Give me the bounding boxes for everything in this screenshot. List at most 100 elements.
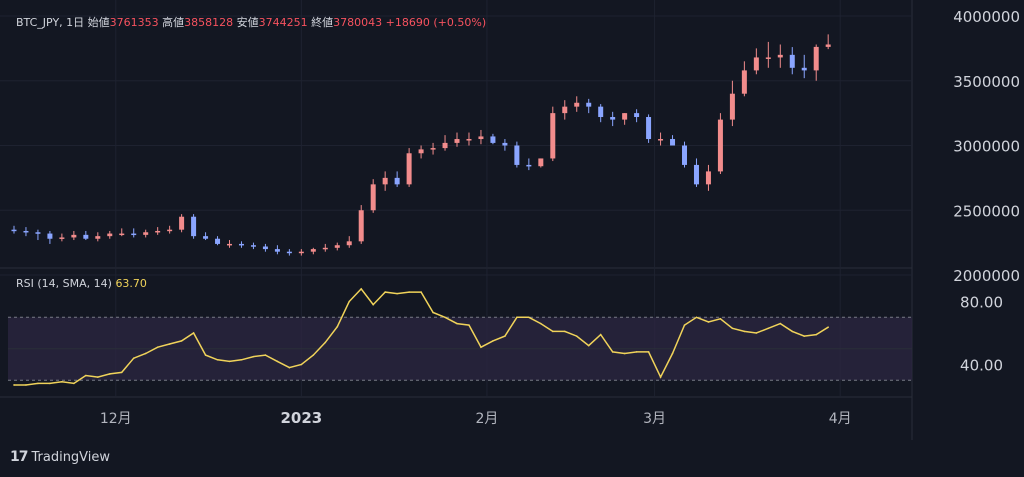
candle-body	[167, 229, 173, 232]
price-tick-label: 4000000	[953, 8, 1020, 26]
rsi-point	[563, 330, 566, 333]
rsi-point	[420, 291, 422, 293]
close-label: 終値	[311, 16, 334, 29]
candle-body	[310, 249, 316, 252]
rsi-point	[480, 346, 482, 348]
rsi-point	[468, 324, 470, 326]
candle-body	[430, 148, 436, 150]
x-tick-label: 3月	[643, 411, 666, 427]
candle-body	[250, 245, 256, 247]
price-tick-label: 3500000	[953, 73, 1020, 91]
candle-body	[574, 102, 580, 107]
rsi-point	[61, 381, 63, 383]
tradingview-logo[interactable]: 17 TradingView	[10, 449, 110, 465]
price-tick-label: 2500000	[953, 202, 1020, 220]
price-legend: BTC_JPY, 1日 始値3761353 高値3858128 安値374425…	[16, 14, 486, 30]
candle-body	[370, 184, 376, 211]
candle-body	[238, 243, 244, 246]
high-value: 3858128	[184, 16, 234, 29]
candle-body	[562, 106, 568, 114]
rsi-point	[575, 335, 578, 337]
rsi-point	[37, 382, 39, 385]
candle-body	[107, 233, 113, 237]
rsi-tick-label: 40.00	[960, 357, 1003, 375]
rsi-tick-label: 80.00	[960, 294, 1003, 312]
candle-body	[550, 113, 556, 159]
rsi-series	[13, 287, 829, 386]
rsi-point	[276, 360, 279, 363]
rsi-point	[384, 291, 386, 293]
candle-body	[71, 234, 77, 238]
rsi-point	[120, 371, 123, 374]
grid-lines	[0, 0, 913, 440]
symbol-label: BTC_JPY, 1日	[16, 16, 85, 29]
rsi-point	[635, 351, 638, 353]
rsi-point	[312, 354, 315, 356]
axes: 12月 2023 2月 3月 4月 4000000 3500000 3000000 250000…	[100, 8, 1020, 427]
rsi-point	[228, 360, 231, 363]
rsi-point	[252, 355, 255, 358]
change-value: +18690 (+0.50%)	[385, 16, 487, 29]
candle-body	[47, 233, 53, 239]
candle-body	[634, 113, 640, 118]
rsi-point	[647, 351, 650, 353]
rsi-point	[659, 376, 662, 378]
rsi-point	[827, 326, 829, 328]
x-tick-label: 2023	[280, 409, 322, 427]
rsi-point	[432, 311, 434, 314]
candle-body	[227, 243, 233, 246]
low-label: 安値	[236, 16, 259, 29]
candle-body	[670, 139, 676, 146]
candle-body	[346, 241, 352, 246]
candle-body	[741, 70, 747, 94]
price-tick-label: 2000000	[953, 267, 1020, 285]
rsi-point	[49, 382, 51, 385]
candle-body	[622, 113, 628, 120]
rsi-point	[540, 322, 542, 325]
rsi-point	[444, 316, 446, 319]
candle-body	[394, 177, 400, 185]
rsi-point	[108, 373, 111, 375]
open-label: 始値	[87, 16, 110, 29]
rsi-point	[216, 358, 219, 361]
candle-body	[143, 232, 149, 235]
rsi-point	[731, 327, 734, 330]
rsi-point	[695, 316, 698, 319]
rsi-point	[779, 322, 782, 325]
price-tick-label: 3000000	[953, 138, 1020, 156]
rsi-point	[551, 330, 554, 333]
candle-body	[526, 164, 532, 167]
candle-body	[646, 117, 652, 140]
rsi-point	[611, 351, 614, 353]
candle-body	[693, 164, 699, 185]
rsi-point	[73, 382, 75, 385]
rsi-point	[707, 321, 710, 323]
candle-body	[813, 46, 819, 71]
rsi-point	[408, 291, 410, 293]
rsi-point	[97, 376, 99, 378]
candle-body	[586, 102, 592, 107]
rsi-point	[456, 322, 458, 325]
rsi-point	[204, 354, 207, 356]
candle-body	[789, 54, 795, 68]
high-label: 高値	[162, 16, 185, 29]
rsi-point	[168, 343, 171, 345]
candle-body	[490, 136, 496, 143]
tradingview-logo-icon: 17	[10, 449, 29, 465]
rsi-point	[719, 318, 722, 320]
rsi-point	[240, 358, 243, 361]
candle-body	[95, 236, 101, 239]
candle-body	[131, 233, 137, 236]
rsi-point	[504, 335, 506, 337]
candle-body	[801, 67, 807, 71]
candle-body	[418, 149, 424, 154]
rsi-point	[528, 316, 530, 319]
rsi-point	[13, 384, 15, 386]
rsi-value: 63.70	[115, 277, 147, 290]
candle-body	[406, 153, 412, 185]
candle-body	[262, 246, 268, 250]
rsi-point	[671, 352, 674, 355]
rsi-point	[300, 363, 303, 366]
low-value: 3744251	[258, 16, 308, 29]
